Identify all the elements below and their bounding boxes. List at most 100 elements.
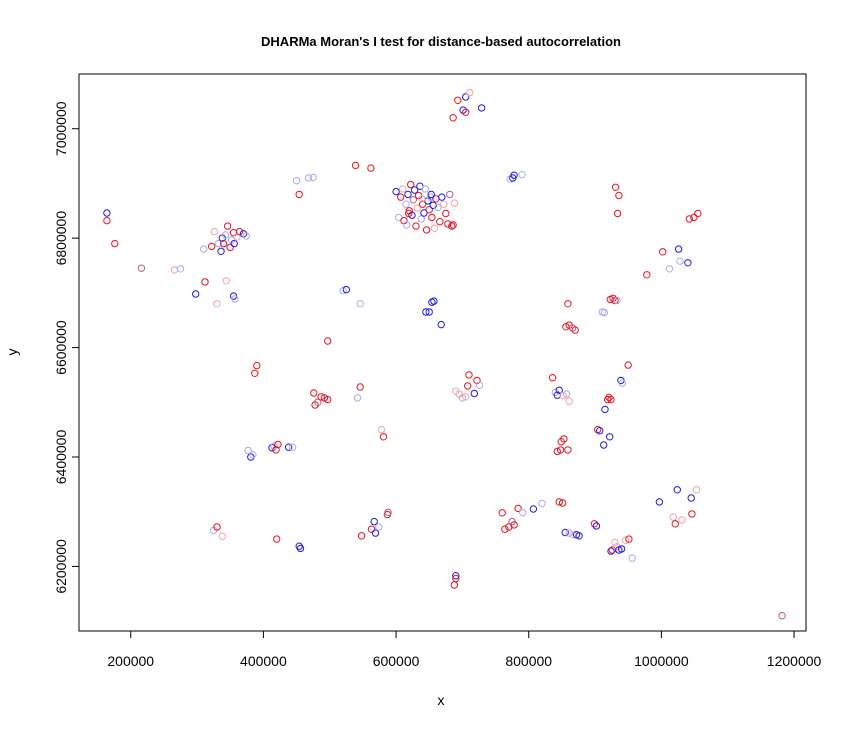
scatter-point — [438, 193, 446, 201]
scatter-point — [434, 203, 442, 212]
scatter-point — [592, 522, 601, 530]
scatter-point — [687, 494, 695, 502]
scatter-point — [273, 535, 281, 543]
scatter-point — [452, 572, 460, 580]
scatter-point — [548, 374, 557, 382]
scatter-point — [529, 505, 538, 513]
scatter-point — [671, 520, 679, 528]
scatter-point — [235, 227, 244, 236]
scatter-point — [440, 200, 448, 208]
scatter-point — [403, 221, 411, 229]
scatter-point — [230, 239, 238, 248]
scatter-point — [470, 389, 478, 398]
scatter-point — [351, 161, 360, 170]
scatter-point — [201, 278, 209, 286]
scatter-point — [213, 300, 221, 308]
scatter-point — [309, 173, 317, 182]
scatter-point — [449, 221, 457, 229]
scatter-point — [450, 581, 459, 589]
scatter-point — [564, 300, 572, 308]
x-tick-label: 600000 — [373, 653, 420, 669]
scatter-point — [450, 199, 459, 207]
scatter-point — [418, 200, 427, 208]
scatter-point — [601, 405, 609, 414]
scatter-point — [575, 532, 583, 540]
scatter-point — [304, 174, 313, 182]
scatter-point — [356, 300, 364, 308]
x-tick-label: 800000 — [505, 653, 552, 669]
scatter-point — [192, 290, 200, 298]
scatter-point — [617, 545, 626, 553]
scatter-point — [607, 547, 615, 555]
scatter-point — [370, 517, 378, 526]
scatter-point — [427, 190, 435, 199]
scatter-point — [475, 381, 484, 389]
scatter-point — [458, 394, 467, 402]
scatter-point — [371, 529, 380, 537]
scatter-point — [268, 444, 276, 452]
x-tick-label: 400000 — [240, 653, 287, 669]
scatter-point — [473, 376, 481, 385]
scatter-point — [421, 185, 429, 193]
scatter-point — [611, 296, 619, 305]
scatter-point — [477, 104, 486, 112]
scatter-point — [514, 504, 522, 513]
scatter-point — [405, 209, 413, 218]
scatter-point — [284, 443, 293, 451]
scatter-point — [413, 204, 421, 212]
scatter-point — [609, 294, 617, 302]
scatter-point — [214, 239, 223, 248]
scatter-point — [217, 247, 225, 256]
scatter-point — [422, 226, 431, 234]
scatter-point — [562, 390, 571, 398]
scatter-point — [317, 393, 325, 401]
scatter-point — [407, 180, 415, 189]
scatter-point — [357, 532, 366, 540]
scatter-point — [561, 528, 569, 537]
scatter-point — [519, 509, 527, 517]
y-tick-label: 6600000 — [53, 320, 69, 375]
scatter-point — [558, 499, 567, 507]
scatter-point — [392, 187, 400, 196]
scatter-point — [379, 433, 388, 441]
scatter-point — [518, 171, 526, 179]
scatter-point — [219, 239, 228, 248]
scatter-point — [596, 427, 604, 435]
scatter-point — [339, 287, 347, 295]
scatter-point — [200, 245, 208, 253]
scatter-point — [510, 521, 518, 529]
x-tick-label: 200000 — [107, 653, 154, 669]
scatter-point — [564, 446, 572, 454]
scatter-point — [665, 265, 674, 273]
scatter-point — [565, 397, 573, 405]
scatter-point — [618, 379, 626, 387]
scatter-point — [778, 612, 786, 620]
scatter-point — [137, 264, 146, 272]
x-axis-title: x — [438, 692, 445, 708]
scatter-point — [356, 383, 364, 391]
scatter-point — [418, 195, 426, 203]
scatter-point — [429, 201, 437, 210]
scatter-point — [462, 93, 470, 101]
scatter-point — [690, 213, 698, 222]
scatter-point — [218, 532, 227, 540]
y-tick-label: 6800000 — [53, 211, 69, 266]
scatter-point — [251, 369, 259, 377]
scatter-point — [314, 398, 322, 406]
scatter-point — [607, 395, 615, 404]
scatter-point — [449, 114, 457, 122]
scatter-point — [103, 216, 111, 225]
scatter-point — [565, 529, 573, 537]
scatter-point — [367, 525, 376, 533]
scatter-point — [103, 209, 111, 217]
scatter-point — [600, 308, 609, 317]
scatter-point — [397, 193, 405, 201]
plot-frame — [78, 73, 807, 632]
scatter-point — [377, 425, 386, 434]
points-layer — [103, 88, 786, 620]
scatter-point — [498, 509, 506, 517]
scatter-point — [613, 296, 621, 305]
scatter-point — [462, 393, 470, 401]
scatter-point — [669, 513, 677, 521]
